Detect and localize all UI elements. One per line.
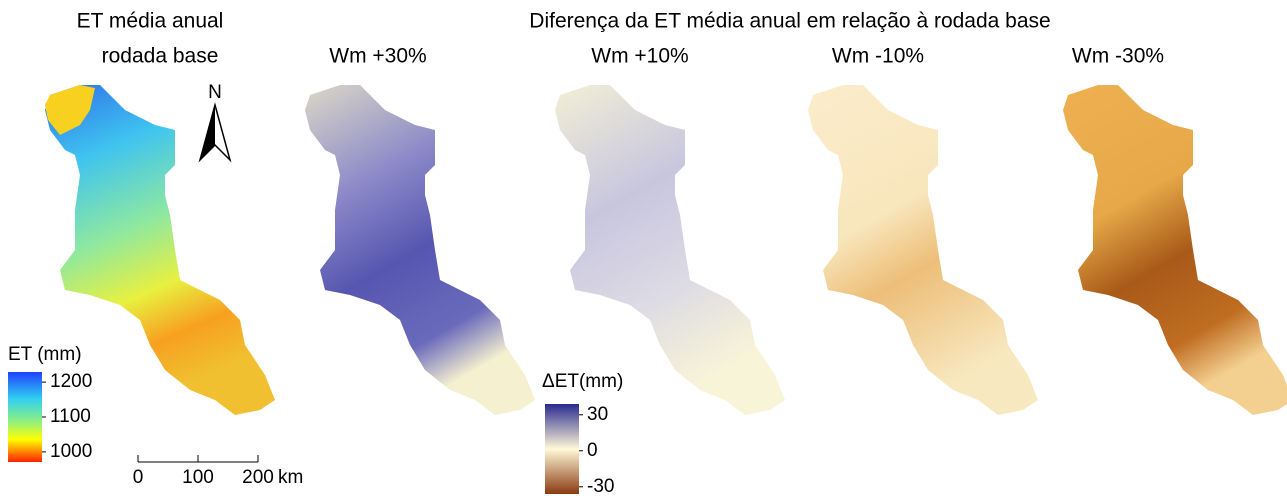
basin-map <box>555 85 785 415</box>
panel-label: Wm +30% <box>329 45 426 68</box>
basin-map <box>45 85 275 415</box>
panel-label: Wm -10% <box>832 45 924 68</box>
scale-tick-label: 0 <box>133 467 144 488</box>
basin-map <box>1063 85 1287 415</box>
legend-tick-label: 1100 <box>50 406 91 427</box>
header: Diferença da ET média anual em relação à… <box>529 10 1050 33</box>
maps <box>45 85 1287 415</box>
legend-tick-label: 1000 <box>50 441 92 462</box>
legend-tick-label: -30 <box>587 476 614 496</box>
figure: ET média anual rodada base Diferença da … <box>0 0 1287 496</box>
scale-tick-label: 200 <box>242 467 274 488</box>
delta-legend-title: ΔET(mm) <box>542 371 623 392</box>
panel-label: Wm -30% <box>1072 45 1164 68</box>
map-title: ET média anual <box>77 10 224 33</box>
map-subtitle: rodada base <box>102 45 219 68</box>
et-colorbar <box>8 372 42 462</box>
basin-map <box>808 85 1038 415</box>
et-legend-title: ET (mm) <box>8 344 82 365</box>
legend-tick-label: 30 <box>587 404 608 425</box>
basin-map <box>305 85 535 415</box>
scale-unit: km <box>278 467 303 488</box>
north-arrow-fill <box>200 105 215 160</box>
north-label: N <box>208 82 222 103</box>
legend-tick-label: 0 <box>587 440 598 461</box>
delta-colorbar <box>545 404 579 494</box>
legend-tick-label: 1200 <box>50 371 92 392</box>
scale-tick-label: 100 <box>182 467 214 488</box>
panel-label: Wm +10% <box>591 45 688 68</box>
